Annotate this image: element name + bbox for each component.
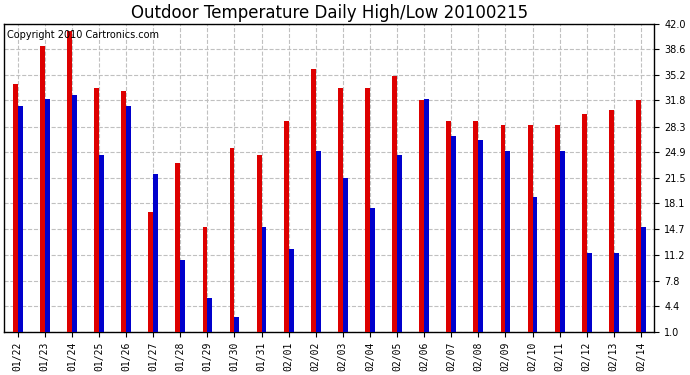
- Bar: [153, 174, 158, 339]
- Bar: [175, 163, 180, 339]
- Bar: [370, 208, 375, 339]
- Bar: [67, 31, 72, 339]
- Bar: [316, 152, 321, 339]
- Bar: [528, 125, 533, 339]
- Bar: [40, 46, 45, 339]
- Bar: [13, 84, 18, 339]
- Bar: [121, 92, 126, 339]
- Bar: [72, 95, 77, 339]
- Bar: [94, 88, 99, 339]
- Bar: [202, 226, 208, 339]
- Bar: [451, 136, 456, 339]
- Bar: [148, 211, 153, 339]
- Bar: [478, 140, 483, 339]
- Bar: [500, 125, 506, 339]
- Bar: [284, 122, 288, 339]
- Bar: [506, 152, 511, 339]
- Bar: [311, 69, 316, 339]
- Bar: [473, 122, 478, 339]
- Bar: [533, 196, 538, 339]
- Bar: [586, 253, 591, 339]
- Bar: [262, 226, 266, 339]
- Bar: [392, 76, 397, 339]
- Text: Copyright 2010 Cartronics.com: Copyright 2010 Cartronics.com: [8, 30, 159, 40]
- Bar: [582, 114, 586, 339]
- Bar: [609, 110, 614, 339]
- Bar: [45, 99, 50, 339]
- Bar: [424, 99, 429, 339]
- Bar: [365, 88, 370, 339]
- Bar: [343, 178, 348, 339]
- Bar: [636, 100, 641, 339]
- Bar: [230, 148, 235, 339]
- Bar: [235, 317, 239, 339]
- Bar: [180, 260, 185, 339]
- Bar: [446, 122, 451, 339]
- Bar: [126, 106, 131, 339]
- Bar: [614, 253, 619, 339]
- Bar: [555, 125, 560, 339]
- Title: Outdoor Temperature Daily High/Low 20100215: Outdoor Temperature Daily High/Low 20100…: [131, 4, 528, 22]
- Bar: [18, 106, 23, 339]
- Bar: [420, 100, 424, 339]
- Bar: [99, 155, 104, 339]
- Bar: [208, 298, 213, 339]
- Bar: [397, 155, 402, 339]
- Bar: [288, 249, 293, 339]
- Bar: [338, 88, 343, 339]
- Bar: [641, 226, 646, 339]
- Bar: [560, 152, 564, 339]
- Bar: [257, 155, 262, 339]
